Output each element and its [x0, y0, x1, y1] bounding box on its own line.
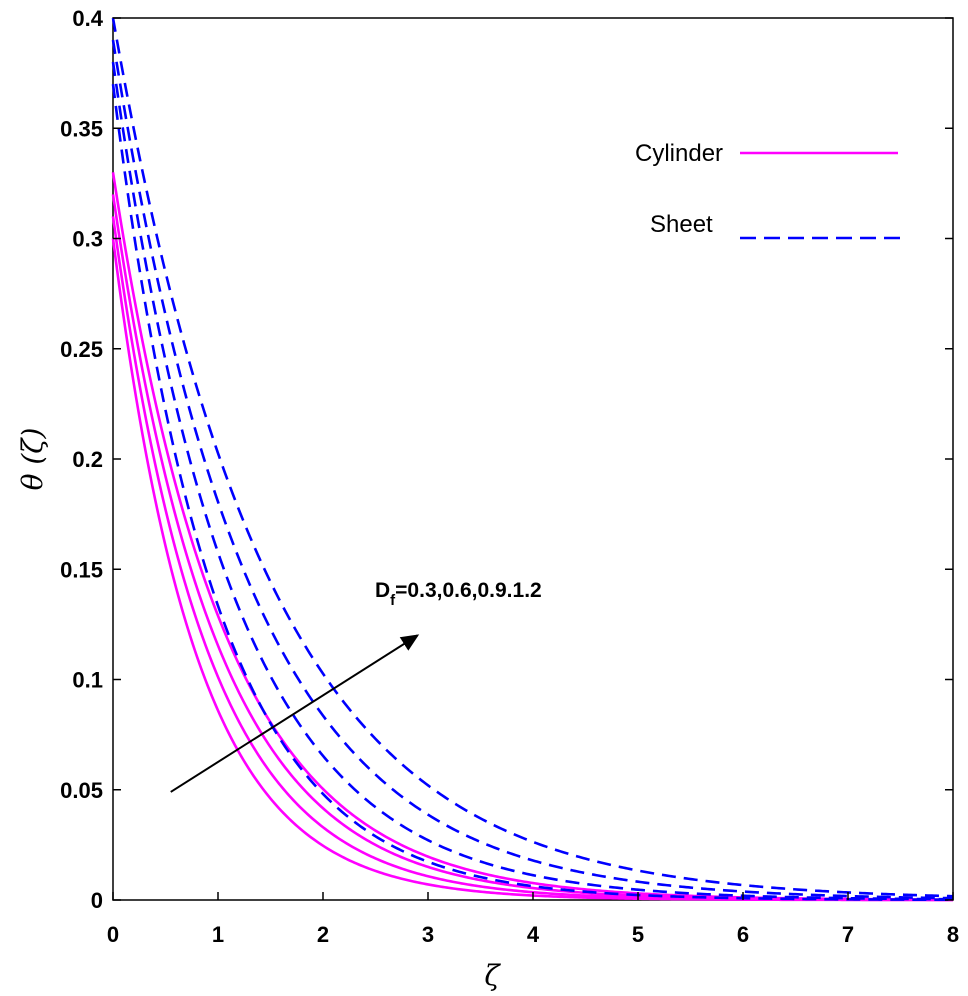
y-tick-label: 0.2: [72, 447, 103, 472]
y-tick-label: 0.35: [60, 116, 103, 141]
y-axis-label: θ (ζ): [16, 428, 49, 491]
series-line-cylinder-1: [111, 238, 953, 902]
y-tick-label: 0.15: [60, 557, 103, 582]
annotation-text: Df=0.3,0.6,0.9.1.2: [375, 579, 542, 609]
x-tick-label: 7: [842, 922, 854, 947]
ticks-layer: 0 1 2 3 4 5 6 7 8 0 0.05 0.1 0.15 0.2 0.25 0.3 0.35 0.4: [60, 6, 959, 947]
series-line-sheet-6: [111, 61, 954, 901]
x-tick-label: 4: [527, 922, 540, 947]
x-tick-label: 6: [737, 922, 749, 947]
y-tick-label: 0: [91, 888, 103, 913]
x-tick-label: 2: [317, 922, 329, 947]
series-line-cylinder-4: [111, 172, 954, 901]
x-tick-label: 3: [422, 922, 434, 947]
series-line-sheet-8: [111, 17, 954, 898]
legend: Cylinder Sheet: [635, 140, 902, 240]
annotation-arrow: [170, 634, 420, 793]
x-tick-label: 0: [107, 922, 119, 947]
y-tick-label: 0.05: [60, 778, 103, 803]
x-tick-label: 5: [632, 922, 644, 947]
series-line-sheet-5: [111, 83, 954, 902]
series-line-cylinder-3: [111, 194, 954, 902]
legend-label-sheet: Sheet: [650, 211, 713, 238]
annotation: Df=0.3,0.6,0.9.1.2: [170, 579, 542, 793]
x-axis-label: ζ: [484, 959, 501, 992]
plot-area-frame: [112, 17, 954, 901]
y-tick-label: 0.4: [72, 6, 103, 31]
x-tick-label: 1: [212, 922, 224, 947]
series-layer: [111, 17, 954, 902]
legend-label-cylinder: Cylinder: [635, 140, 723, 167]
series-line-sheet-7: [111, 39, 954, 900]
y-tick-label: 0.25: [60, 337, 103, 362]
x-tick-label: 8: [947, 922, 959, 947]
y-tick-label: 0.1: [72, 668, 103, 693]
y-tick-label: 0.3: [72, 227, 103, 252]
